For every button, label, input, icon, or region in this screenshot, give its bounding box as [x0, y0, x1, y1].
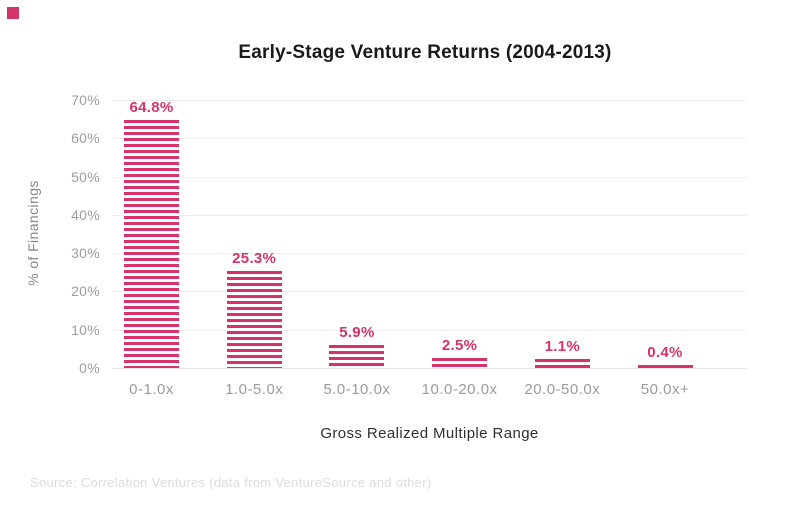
bar	[432, 358, 488, 368]
x-category-label: 20.0-50.0x	[524, 381, 601, 398]
y-tick-label: 60%	[71, 130, 100, 147]
gridline	[112, 291, 747, 293]
gridline	[112, 100, 747, 101]
bar-value-label: 2.5%	[441, 337, 478, 355]
x-axis-title: Gross Realized Multiple Range	[320, 425, 539, 442]
bar	[124, 119, 179, 368]
bar	[534, 358, 590, 368]
bar	[637, 364, 693, 368]
bar	[329, 345, 385, 368]
gridline	[112, 138, 747, 140]
gridline	[112, 329, 747, 331]
gridline	[112, 214, 747, 216]
bar	[226, 271, 282, 368]
gridline	[112, 176, 747, 178]
brand-logo-mark	[7, 7, 19, 19]
bar-value-label: 25.3%	[232, 250, 277, 268]
y-tick-label: 0%	[79, 360, 100, 376]
y-tick-label: 10%	[71, 321, 100, 338]
y-tick-label: 40%	[71, 206, 100, 223]
x-category-label: 50.0x+	[640, 381, 690, 398]
bar-value-label: 64.8%	[129, 98, 174, 116]
bar-value-label: 0.4%	[647, 343, 683, 361]
y-tick-label: 50%	[71, 168, 100, 185]
x-category-label: 10.0-20.0x	[421, 381, 498, 398]
source-note: Source: Correlation Ventures (data from …	[30, 475, 432, 490]
x-category-label: 1.0-5.0x	[225, 381, 284, 398]
gridline	[112, 253, 747, 255]
chart-title: Early-Stage Venture Returns (2004-2013)	[238, 42, 612, 63]
y-tick-label: 20%	[71, 283, 100, 300]
bar-value-label: 5.9%	[339, 324, 375, 342]
x-category-label: 5.0-10.0x	[323, 381, 391, 398]
x-category-label: 0-1.0x	[129, 381, 174, 398]
y-tick-label: 70%	[71, 92, 100, 108]
bar-value-label: 1.1%	[544, 337, 580, 355]
y-tick-label: 30%	[71, 245, 100, 262]
gridline	[112, 368, 747, 369]
